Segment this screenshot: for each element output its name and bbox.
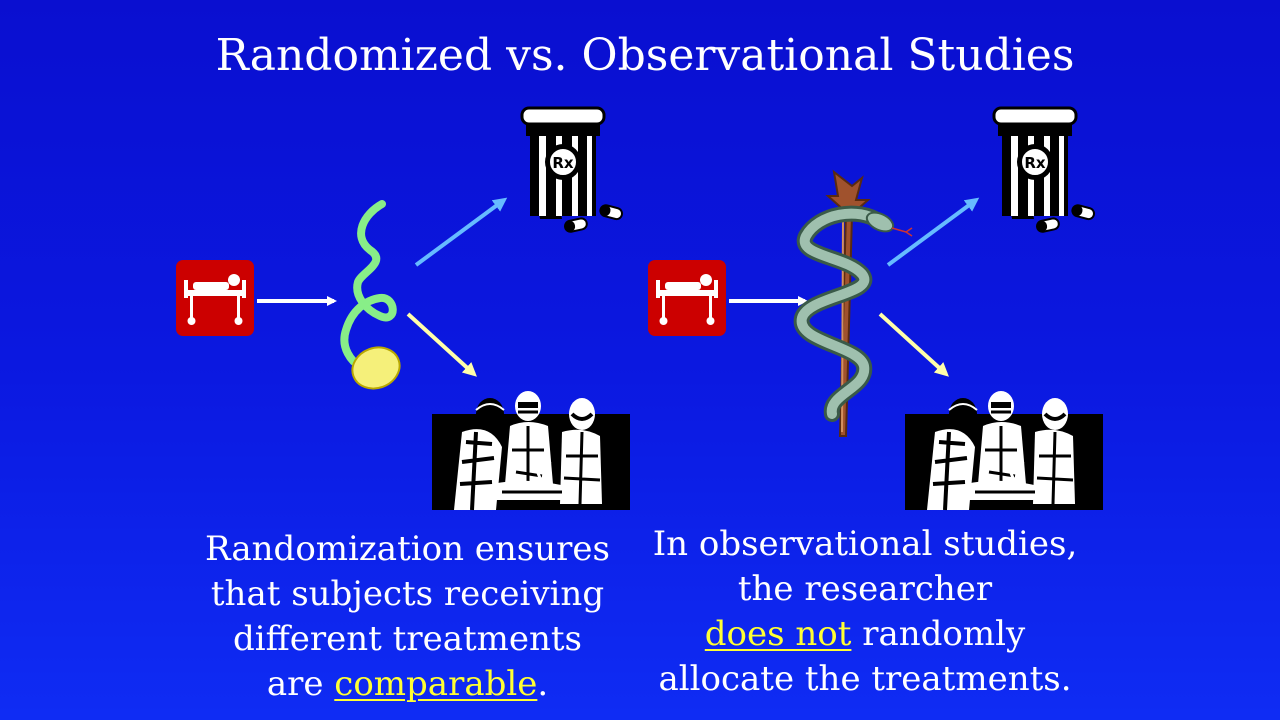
- prescription-bottle-icon: [520, 106, 625, 235]
- caption-line: the researcher: [737, 569, 993, 609]
- arrow-to-drug: [886, 197, 980, 267]
- arrow-to-surgery: [878, 312, 949, 377]
- caption-line: allocate the treatments.: [658, 659, 1072, 699]
- caption-line: In observational studies,: [652, 524, 1078, 564]
- caption-line: are comparable.: [170, 662, 645, 707]
- hospital-bed-icon: [648, 260, 726, 336]
- prescription-bottle-icon: [992, 106, 1097, 235]
- caption-text: are: [266, 664, 335, 704]
- rod-of-asclepius-icon: [793, 169, 913, 437]
- hospital-bed-icon: [176, 260, 254, 336]
- caption-line: different treatments: [233, 619, 582, 659]
- caption-line: that subjects receiving: [210, 574, 605, 614]
- highlight-does-not: does not: [704, 614, 852, 654]
- arrow-to-drug: [414, 197, 508, 267]
- caption-text: randomly: [851, 614, 1026, 654]
- caption-text: .: [537, 664, 549, 704]
- highlight-comparable: comparable: [334, 664, 538, 704]
- surgery-team-icon: [903, 389, 1105, 512]
- observational-caption: In observational studies, the researcher…: [625, 522, 1105, 702]
- caption-line: does not randomly: [625, 612, 1105, 657]
- coin-toss-icon: [340, 200, 401, 390]
- surgery-team-icon: [430, 389, 632, 512]
- randomization-caption: Randomization ensures that subjects rece…: [170, 527, 645, 707]
- caption-line: Randomization ensures: [205, 529, 610, 569]
- arrow-to-surgery: [406, 312, 477, 377]
- slide-title: Randomized vs. Observational Studies: [215, 30, 1075, 81]
